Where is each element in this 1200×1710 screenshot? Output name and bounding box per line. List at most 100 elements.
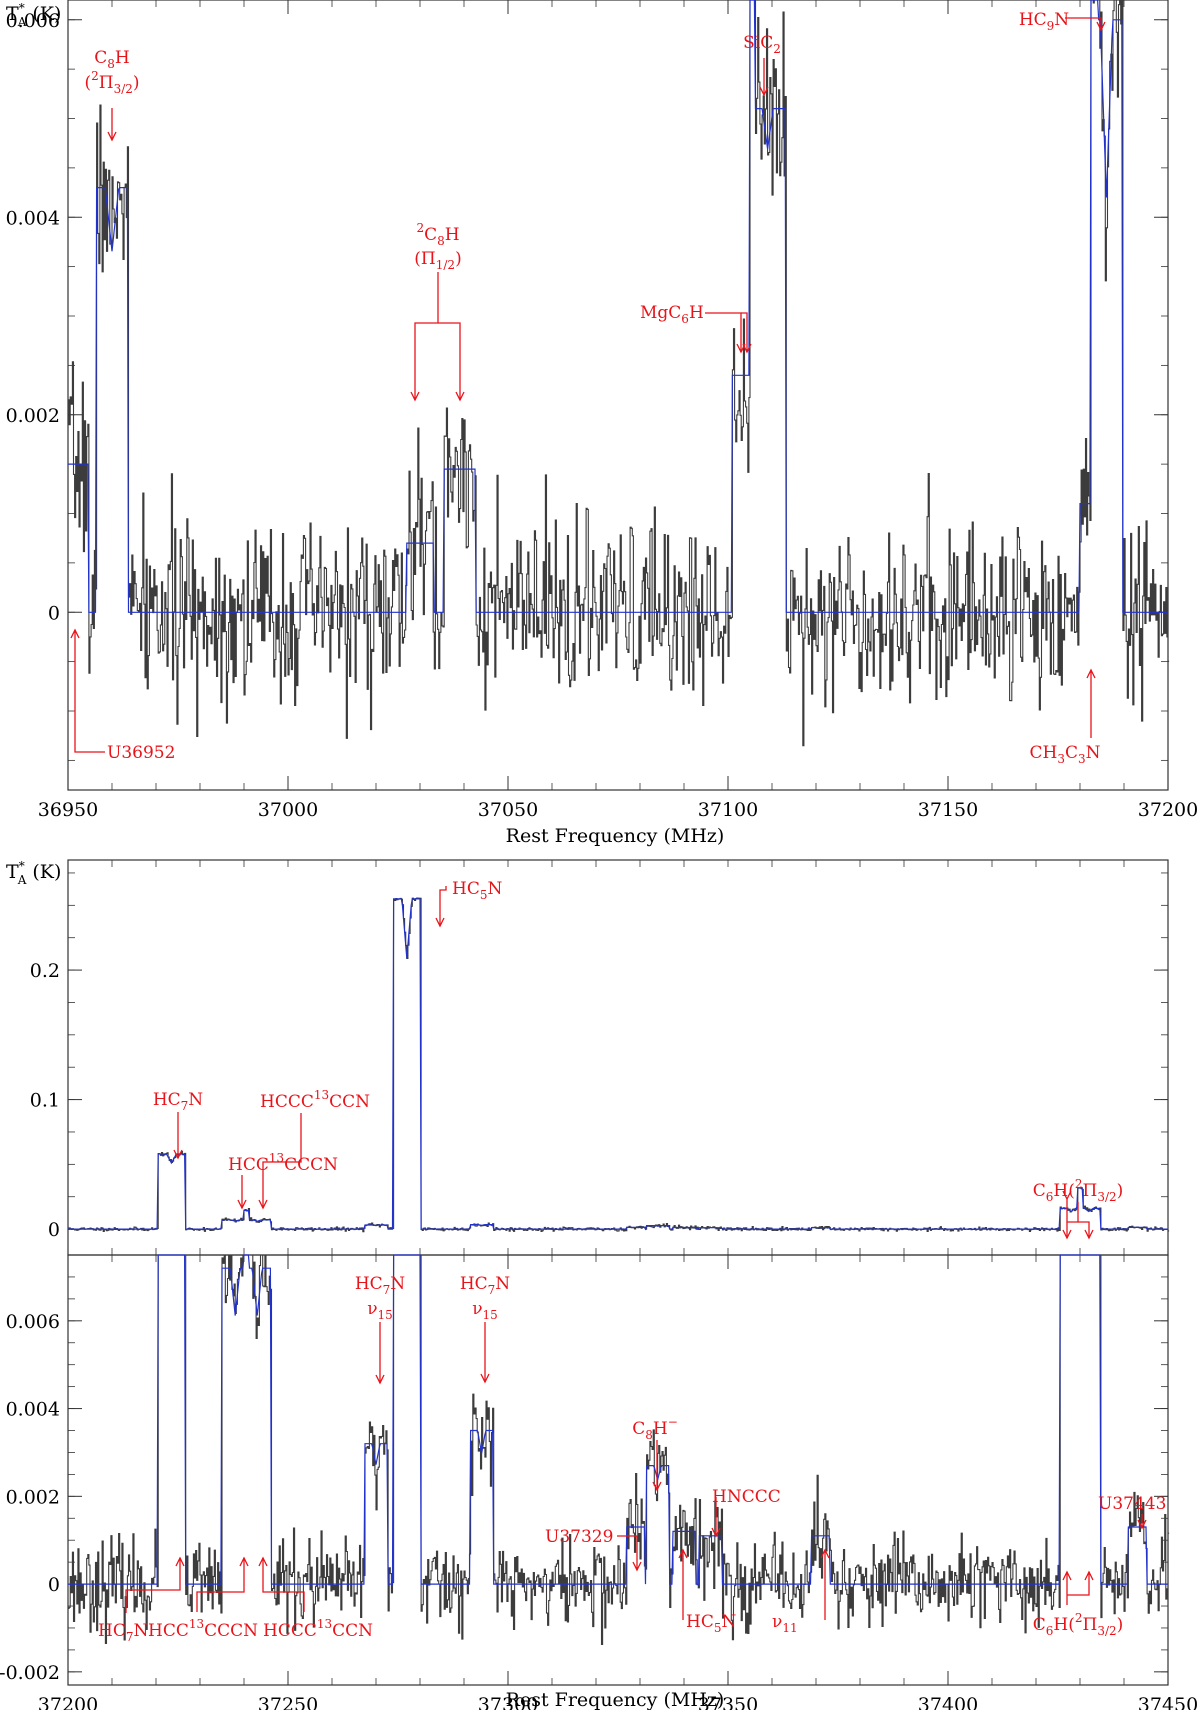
top-observed-trace: [68, 0, 1170, 747]
arrow-c8h-12-a: [414, 272, 439, 400]
ann-hnccc: HNCCC: [712, 1487, 781, 1507]
ann-hcc13cccn-top: HCC13CCCN: [228, 1151, 338, 1175]
ann-c8h-32: C8H (2Π3/2): [84, 48, 139, 96]
arrow-hc5n-nu11-b-head: [820, 1548, 830, 1559]
top-ytick-label: 0: [48, 602, 60, 624]
bottom-xtick-label: 37200: [38, 1694, 98, 1710]
middle-ytick-label: 0: [48, 1219, 60, 1241]
middle-annotation-arrows: [173, 886, 1094, 1240]
ann-hc7n-low: HC7N: [98, 1621, 148, 1644]
arrow-mgc6h-b-head: [742, 343, 752, 354]
top-ytick-label: 0.002: [6, 405, 60, 427]
middle-model-trace: [68, 898, 1168, 1231]
bottom-xtick-label: 37450: [1138, 1694, 1198, 1710]
arrow-hc5n-head: [435, 917, 445, 928]
arrow-c6h-low-a-head: [1062, 1570, 1072, 1581]
top-ytick-label: 0.006: [6, 10, 60, 32]
arrow-c6h-low-b: [1067, 1572, 1090, 1596]
ann-sic2: SiC2: [743, 33, 781, 56]
ann-hc7n-nu15-b: HC7N ν15: [460, 1274, 510, 1322]
ann-hcc13cccn-low: HCC13CCCN: [148, 1617, 258, 1641]
arrow-c6h-top-join: [1066, 1199, 1079, 1223]
top-xtick-label: 37100: [698, 799, 758, 821]
bottom-xtick-label: 37300: [478, 1694, 538, 1710]
middle-model-spectrum: [68, 898, 1168, 1231]
arrow-hc5n: [439, 886, 447, 926]
bottom-ytick-label: 0.002: [6, 1486, 60, 1508]
middle-observed-spectrum: [68, 897, 1170, 1233]
arrow-hcc13-low-head: [239, 1556, 249, 1567]
bottom-annotation-arrows: [125, 1322, 1147, 1620]
bottom-ytick-label: 0.006: [6, 1311, 60, 1333]
arrow-hc7n-top-head: [173, 1149, 183, 1160]
arrow-hc7n-nu15-b-head: [480, 1373, 490, 1384]
top-ytick-label: 0.004: [6, 207, 60, 229]
arrow-u37329: [617, 1535, 638, 1570]
middle-ytick-label: 0.1: [30, 1090, 60, 1112]
top-model-spectrum: [68, 0, 1168, 613]
arrow-hc5n-nu11-a-head: [678, 1548, 688, 1559]
middle-ylabel: T* A (K): [6, 859, 61, 887]
arrow-mgc6h-a: [705, 312, 742, 352]
top-panel: 36950 37000 37050 37100 37150 37200 0 0.002 0.00…: [6, 0, 1198, 847]
bottom-model-spectrum: [68, 1254, 1168, 1585]
bottom-xlabel: Rest Frequency (MHz): [506, 1689, 725, 1710]
svg-text:ν15: ν15: [367, 1299, 393, 1322]
arrow-u37443-head: [1137, 1519, 1147, 1530]
top-panel-ticks: 36950 37000 37050 37100 37150 37200 0 0.002 0.00…: [6, 0, 1198, 821]
bottom-panel-ticks: 37200 37250 37300 37350 37400 37450 -0.002 0 0.0…: [0, 1255, 1198, 1710]
arrow-c8h-12-a-head: [410, 391, 420, 402]
ann-hc9n: HC9N: [1019, 10, 1069, 33]
arrow-c6h-top-b-head: [1084, 1229, 1094, 1240]
svg-text:ν15: ν15: [472, 1299, 498, 1322]
top-panel-frame: [67, 0, 1169, 791]
bottom-model-trace: [68, 1254, 1168, 1585]
arrow-c6h-top-b: [1078, 1221, 1090, 1238]
ann-c8h-minus: C8H−: [632, 1415, 678, 1442]
top-xtick-label: 37000: [258, 799, 318, 821]
bottom-xtick-label: 37400: [918, 1694, 978, 1710]
arrow-c8h-32-head: [107, 131, 117, 142]
bottom-ytick-label: 0: [48, 1574, 60, 1596]
arrow-hccc13-top: [262, 1113, 302, 1208]
arrow-ch3c3n-head: [1086, 668, 1096, 679]
bottom-xtick-label: 37350: [698, 1694, 758, 1710]
arrow-hc9n: [1065, 17, 1102, 30]
top-observed-spectrum: [68, 0, 1170, 747]
top-xtick-label: 37150: [918, 799, 978, 821]
arrow-hcc13-low: [196, 1558, 245, 1612]
arrow-hccc13-low-head: [258, 1556, 268, 1567]
ann-hccc13ccn-top: HCCC13CCN: [260, 1088, 370, 1112]
ann-hccc13ccn-low: HCCC13CCN: [263, 1617, 373, 1641]
svg-text:(Π1/2): (Π1/2): [414, 249, 461, 272]
svg-text:HC7N: HC7N: [355, 1274, 405, 1297]
bottom-panel-frame: [67, 1254, 1169, 1686]
arrow-hc9n-head: [1096, 21, 1106, 32]
arrow-hcc13-top-head: [237, 1199, 247, 1210]
bottom-ytick-label: -0.002: [0, 1662, 60, 1684]
svg-text:C8H: C8H: [94, 48, 129, 71]
arrow-hc7n-low-head: [175, 1556, 185, 1567]
arrow-c6h-top-join-head: [1062, 1190, 1072, 1201]
bottom-observed-trace: [68, 1254, 1170, 1646]
ann-hc7n-nu15-a: HC7N ν15: [355, 1274, 405, 1322]
arrow-c8h-12-b-head: [455, 391, 465, 402]
arrow-u37329-head: [632, 1561, 642, 1572]
middle-panel-frame: [67, 859, 1169, 1256]
svg-text:2C8H: 2C8H: [416, 221, 459, 248]
bottom-panel: 37200 37250 37300 37350 37400 37450 -0.002 0 0.0…: [0, 1254, 1198, 1710]
ann-hc5n: HC5N: [452, 879, 502, 902]
top-xtick-label: 37200: [1138, 799, 1198, 821]
ann-u36952: U36952: [107, 743, 175, 763]
ann-ch3c3n: CH3C3N: [1029, 743, 1100, 766]
arrow-hc7n-low: [125, 1558, 181, 1613]
top-annotation-arrows: [70, 17, 1106, 753]
middle-ytick-label: 0.2: [30, 960, 60, 982]
arrow-u36952-head: [70, 628, 80, 639]
ann-mgc6h: MgC6H: [640, 303, 704, 326]
ann-hc5n-nu11: HC5N ν11: [686, 1612, 798, 1635]
arrow-mgc6h-b: [741, 312, 748, 352]
ann-c8h-12: 2C8H (Π1/2): [414, 221, 461, 272]
arrow-c6h-low-b-head: [1084, 1570, 1094, 1581]
